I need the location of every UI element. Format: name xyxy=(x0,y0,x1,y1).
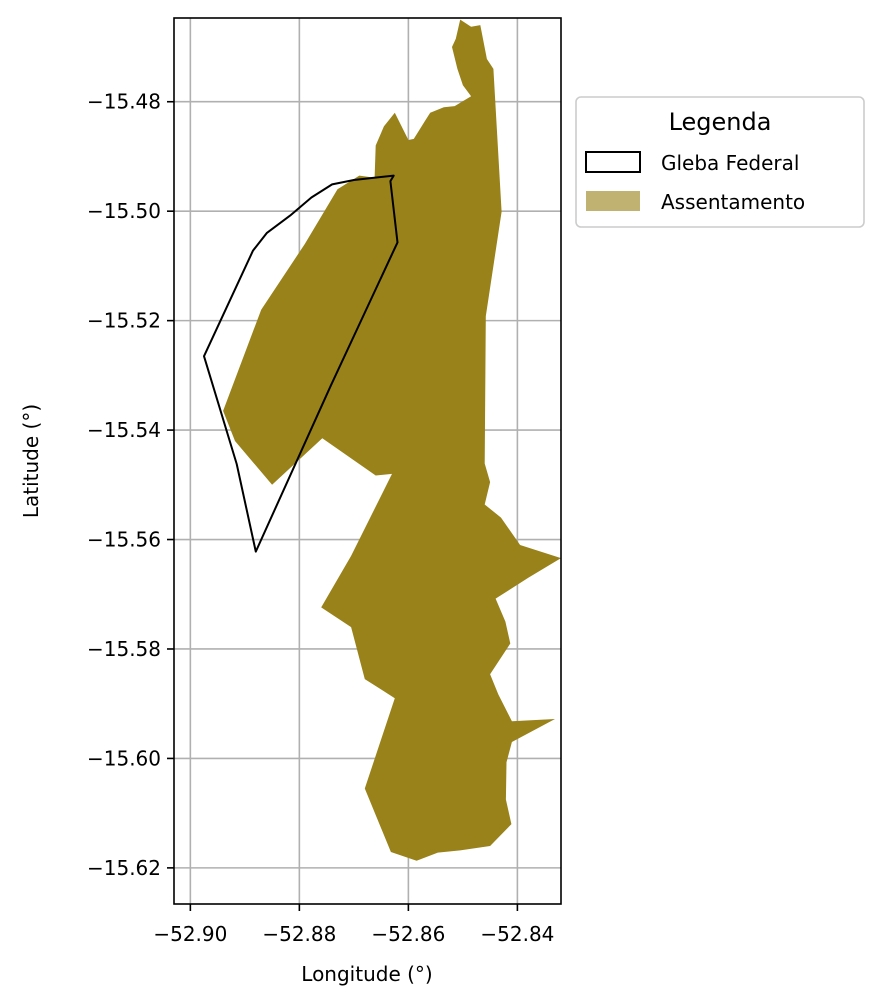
axes-frame xyxy=(173,17,562,905)
y-tick-label: −15.56 xyxy=(87,528,161,552)
y-tick-label: −15.52 xyxy=(87,309,161,333)
x-tick-label: −52.88 xyxy=(262,922,336,946)
x-tick-label: −52.90 xyxy=(153,922,227,946)
assentamento-polygon xyxy=(223,19,561,861)
y-tick-label: −15.58 xyxy=(87,637,161,661)
legend-swatch-gleba-federal xyxy=(585,151,641,173)
gleba-federal-polygon xyxy=(203,174,399,553)
legend-box xyxy=(575,96,865,228)
y-tick-label: −15.48 xyxy=(87,90,161,114)
legend-swatch-assentamento xyxy=(586,191,640,211)
x-tick-label: −52.86 xyxy=(371,922,445,946)
y-tick-label: −15.60 xyxy=(87,746,161,770)
x-axis-ticks: −52.90 −52.88 −52.86 −52.84 xyxy=(153,904,554,946)
y-axis-label: Latitude (°) xyxy=(19,404,43,518)
map-layers xyxy=(203,19,561,861)
legend-label-gleba-federal: Gleba Federal xyxy=(661,151,799,175)
y-axis-ticks: −15.48 −15.50 −15.52 −15.54 −15.56 −15.58 −15.… xyxy=(87,90,174,880)
y-tick-label: −15.54 xyxy=(87,418,161,442)
x-axis-label: Longitude (°) xyxy=(301,962,432,986)
y-tick-label: −15.62 xyxy=(87,856,161,880)
x-tick-label: −52.84 xyxy=(480,922,554,946)
legend-title: Legenda xyxy=(669,108,772,136)
y-tick-label: −15.50 xyxy=(87,199,161,223)
legend-label-assentamento: Assentamento xyxy=(661,190,805,214)
legend: Legenda Gleba Federal Assentamento xyxy=(575,96,865,228)
